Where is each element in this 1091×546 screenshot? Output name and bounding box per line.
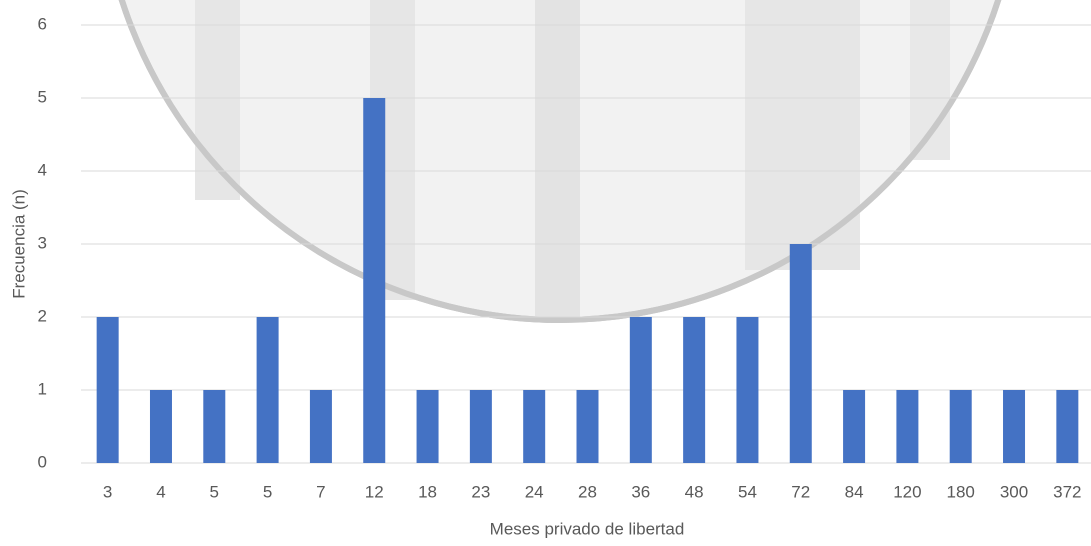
bar <box>736 317 759 463</box>
x-tick-label: 5 <box>263 482 272 501</box>
y-tick-label: 6 <box>38 14 47 33</box>
x-tick-label: 180 <box>947 482 975 501</box>
x-tick-label: 24 <box>525 482 544 501</box>
bar <box>896 390 919 463</box>
y-axis-label: Frecuencia (n) <box>9 189 28 299</box>
x-tick-label: 54 <box>738 482 757 501</box>
bar <box>949 390 972 463</box>
bar <box>1056 390 1079 463</box>
bar <box>843 390 866 463</box>
x-tick-label: 120 <box>893 482 921 501</box>
bar <box>256 317 279 463</box>
bar <box>469 390 492 463</box>
x-tick-label: 5 <box>210 482 219 501</box>
x-tick-label: 3 <box>103 482 112 501</box>
x-tick-label: 23 <box>471 482 490 501</box>
x-tick-label: 12 <box>365 482 384 501</box>
bar <box>1003 390 1026 463</box>
y-tick-label: 5 <box>38 87 47 106</box>
bar <box>789 244 812 463</box>
bar <box>363 98 386 463</box>
bar <box>523 390 546 463</box>
bar <box>629 317 652 463</box>
bar <box>96 317 119 463</box>
y-tick-label: 1 <box>38 379 47 398</box>
x-tick-label: 84 <box>845 482 864 501</box>
y-tick-label: 4 <box>38 160 47 179</box>
x-axis-label: Meses privado de libertad <box>490 519 685 538</box>
x-tick-label: 72 <box>791 482 810 501</box>
bar <box>576 390 599 463</box>
bar <box>416 390 439 463</box>
x-tick-label: 372 <box>1053 482 1081 501</box>
x-tick-label: 4 <box>156 482 165 501</box>
watermark <box>118 0 1002 323</box>
y-tick-label: 0 <box>38 452 47 471</box>
x-tick-label: 36 <box>631 482 650 501</box>
bar <box>203 390 226 463</box>
bar <box>309 390 332 463</box>
bar <box>683 317 706 463</box>
x-tick-label: 18 <box>418 482 437 501</box>
x-tick-label: 48 <box>685 482 704 501</box>
y-tick-label: 3 <box>38 233 47 252</box>
x-tick-label: 28 <box>578 482 597 501</box>
bar <box>149 390 172 463</box>
x-tick-label: 300 <box>1000 482 1028 501</box>
x-tick-label: 7 <box>316 482 325 501</box>
y-tick-label: 2 <box>38 306 47 325</box>
